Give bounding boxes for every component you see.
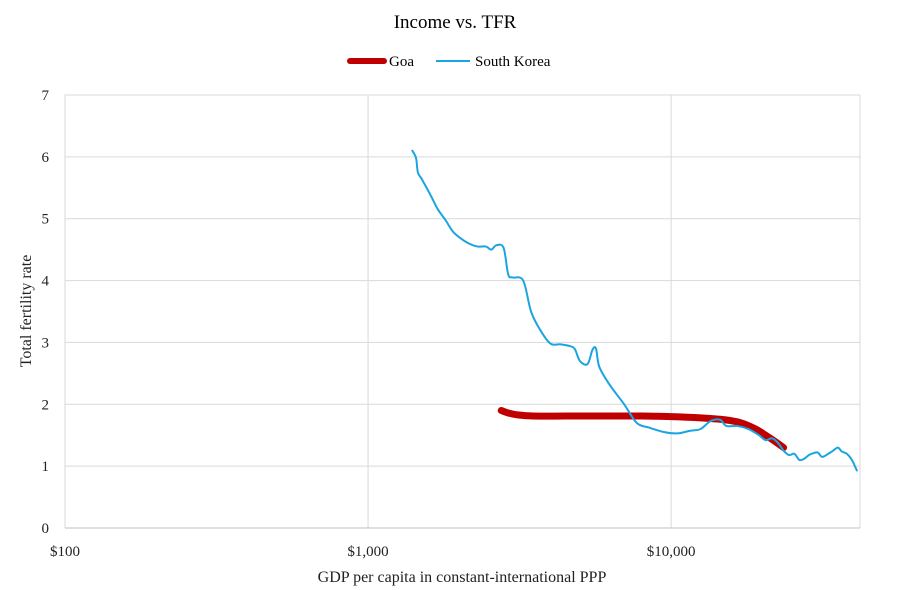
y-tick-label: 6: [42, 150, 50, 166]
y-tick-label: 4: [42, 274, 50, 290]
x-axis-label: GDP per capita in constant-international…: [318, 569, 607, 586]
series-line-south-korea: [411, 149, 858, 472]
grid: [64, 94, 861, 528]
y-tick-label: 2: [42, 397, 50, 413]
series-layer: [411, 149, 858, 472]
legend-label-south-korea: South Korea: [475, 54, 551, 70]
ticks: 0 1 2 3 4 5 6 7 $100 $1,000 $10,000: [42, 88, 696, 560]
x-tick-label: $100: [50, 544, 80, 560]
x-tick-label: $1,000: [347, 544, 388, 560]
y-tick-label: 3: [42, 335, 50, 351]
legend-label-goa: Goa: [389, 54, 414, 70]
y-tick-label: 5: [42, 212, 50, 228]
y-axis-label: Total fertility rate: [18, 255, 35, 368]
series-line-goa: [497, 406, 788, 452]
y-tick-label: 0: [42, 521, 50, 537]
legend: Goa South Korea: [347, 54, 551, 70]
x-tick-label: $10,000: [647, 544, 696, 560]
y-tick-label: 7: [42, 88, 50, 104]
y-tick-label: 1: [42, 459, 50, 475]
chart-title: Income vs. TFR: [394, 12, 517, 33]
